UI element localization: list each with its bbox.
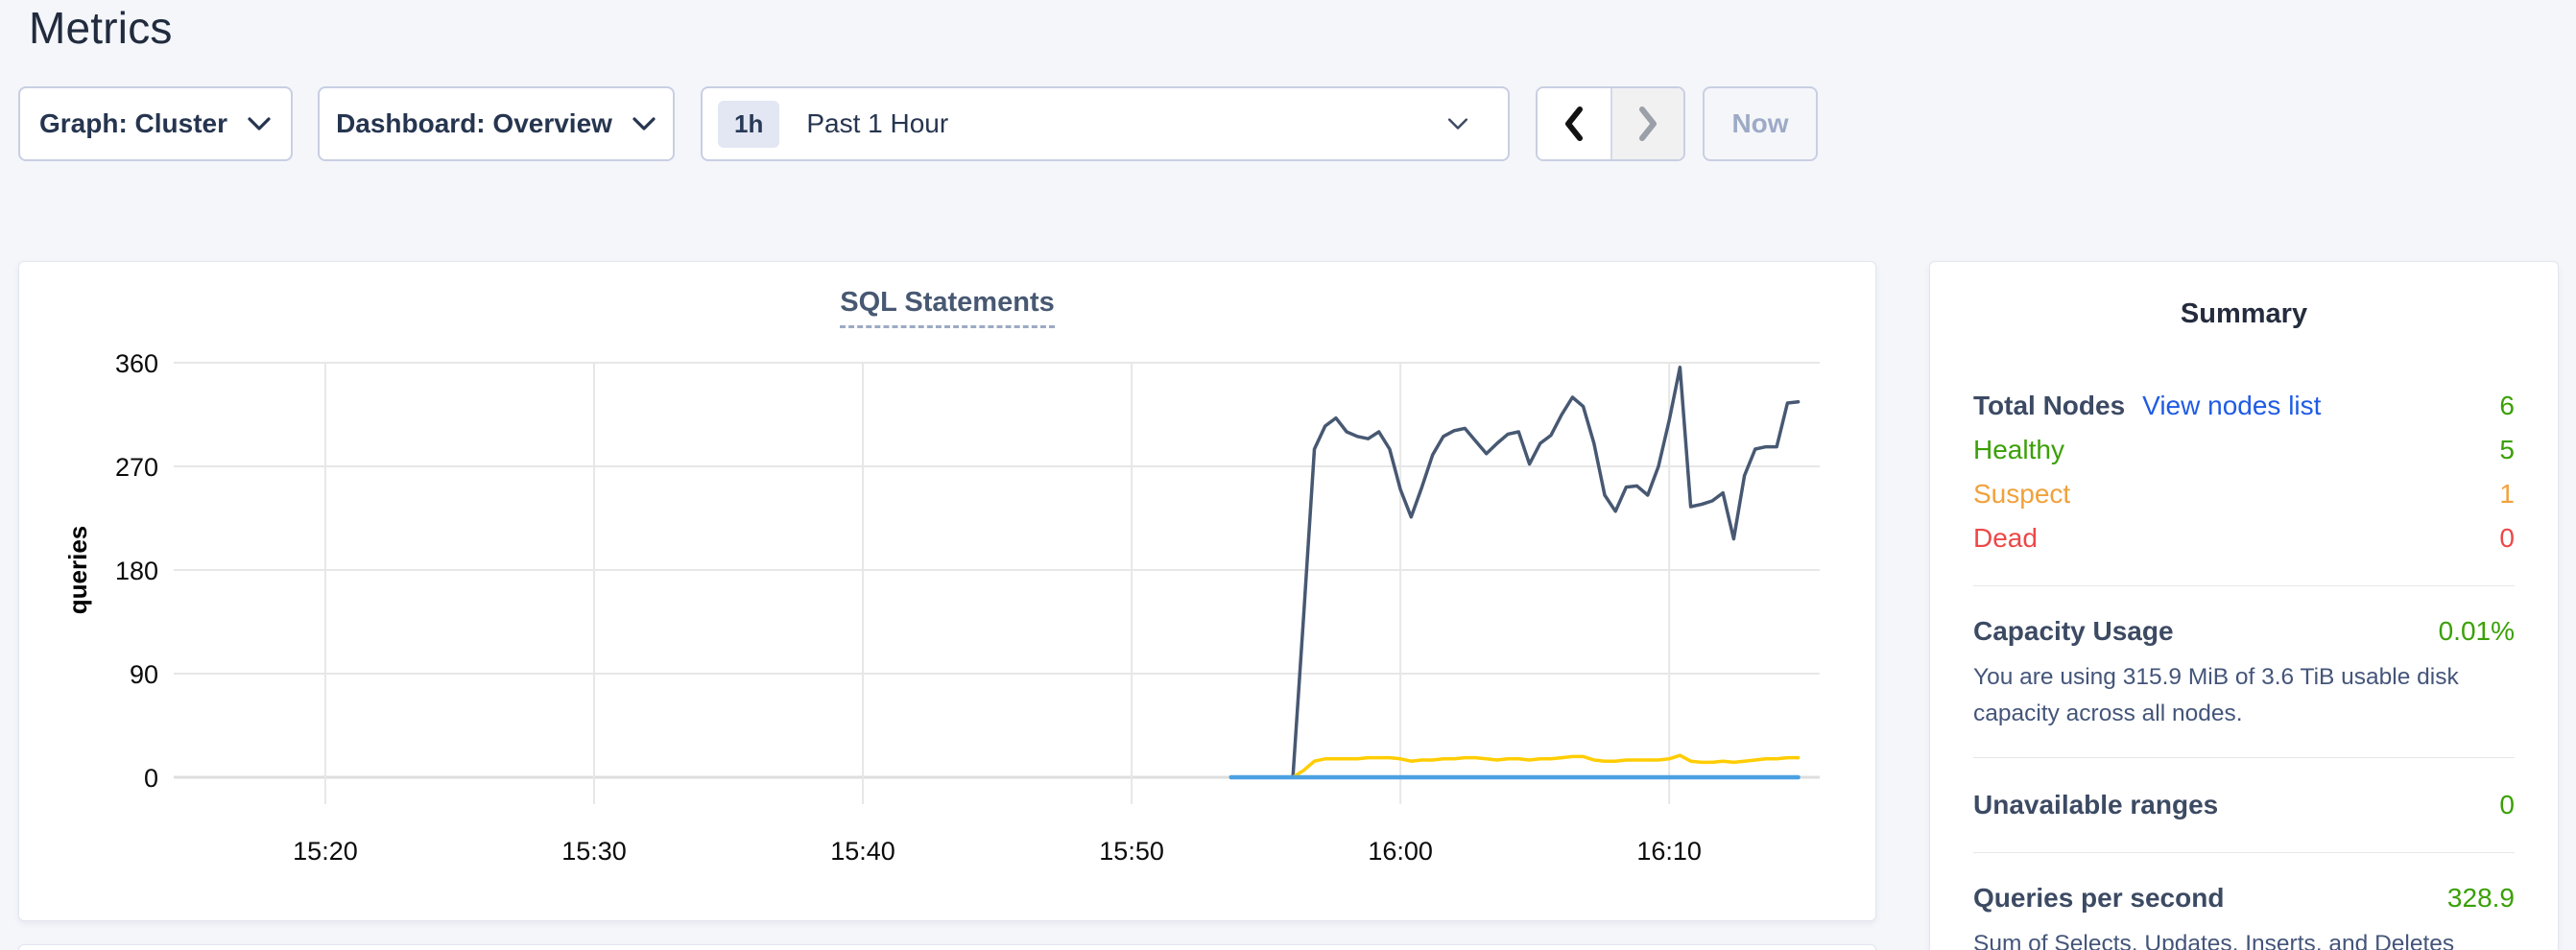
yellow-line bbox=[1291, 753, 1801, 779]
healthy-nodes-row: Healthy 5 bbox=[1973, 428, 2515, 472]
view-nodes-list-link[interactable]: View nodes list bbox=[2142, 391, 2322, 420]
time-window-badge: 1h bbox=[718, 100, 780, 148]
time-window-label: Past 1 Hour bbox=[806, 108, 949, 138]
queries-per-second-value: 328.9 bbox=[2446, 883, 2515, 913]
dashboard-dropdown-label: Dashboard: Overview bbox=[336, 108, 612, 138]
divider bbox=[1973, 757, 2515, 758]
suspect-label: Suspect bbox=[1973, 479, 2071, 509]
queries-per-second-label: Queries per second bbox=[1973, 883, 2225, 913]
graph-dropdown-label: Graph: Cluster bbox=[38, 108, 228, 138]
total-nodes-label: Total Nodes bbox=[1973, 391, 2126, 420]
dead-nodes-row: Dead 0 bbox=[1973, 516, 2515, 560]
page-title: Metrics bbox=[29, 3, 173, 53]
svg-text:270: 270 bbox=[115, 453, 158, 482]
svg-text:90: 90 bbox=[130, 660, 158, 689]
divider bbox=[1973, 852, 2515, 853]
dark-slate-line bbox=[1291, 366, 1801, 779]
y-axis-label: queries bbox=[63, 526, 92, 615]
svg-text:15:20: 15:20 bbox=[293, 837, 358, 866]
chevron-right-icon bbox=[1639, 107, 1657, 141]
sql-statements-chart-card: SQL Statements 0 90 180 270 360 15:20 15:30 15:… bbox=[18, 261, 1876, 921]
graph-dropdown[interactable]: Graph: Cluster bbox=[18, 86, 293, 161]
total-nodes-value: 6 bbox=[2499, 391, 2515, 420]
prev-timeframe-button[interactable] bbox=[1538, 88, 1610, 159]
svg-text:15:30: 15:30 bbox=[561, 837, 627, 866]
svg-text:15:50: 15:50 bbox=[1099, 837, 1164, 866]
svg-text:180: 180 bbox=[115, 557, 158, 585]
healthy-label: Healthy bbox=[1973, 435, 2064, 464]
chevron-left-icon bbox=[1565, 107, 1583, 141]
healthy-value: 5 bbox=[2499, 435, 2515, 464]
suspect-value: 1 bbox=[2499, 479, 2515, 509]
summary-panel: Summary Total Nodes View nodes list 6 He… bbox=[1929, 261, 2559, 950]
next-timeframe-button[interactable] bbox=[1610, 88, 1683, 159]
svg-text:16:10: 16:10 bbox=[1636, 837, 1702, 866]
next-chart-card-partial bbox=[18, 944, 1876, 950]
unavailable-ranges-value: 0 bbox=[2499, 790, 2515, 819]
chart-title-row: SQL Statements bbox=[19, 287, 1875, 328]
summary-title: Summary bbox=[2180, 298, 2308, 329]
chart-title[interactable]: SQL Statements bbox=[840, 287, 1055, 328]
chevron-down-icon bbox=[248, 116, 271, 131]
dead-value: 0 bbox=[2499, 523, 2515, 553]
divider bbox=[1973, 585, 2515, 586]
chevron-down-icon bbox=[632, 116, 656, 131]
capacity-usage-value: 0.01% bbox=[2438, 616, 2515, 646]
queries-per-second-row: Queries per second 328.9 bbox=[1973, 878, 2515, 918]
total-nodes-row: Total Nodes View nodes list 6 bbox=[1973, 384, 2515, 428]
svg-text:16:00: 16:00 bbox=[1368, 837, 1433, 866]
suspect-nodes-row: Suspect 1 bbox=[1973, 472, 2515, 516]
toolbar: Graph: Cluster Dashboard: Overview 1h Pa… bbox=[18, 86, 1818, 161]
time-window-dropdown[interactable]: 1h Past 1 Hour bbox=[701, 86, 1510, 161]
capacity-usage-row: Capacity Usage 0.01% bbox=[1973, 611, 2515, 652]
chevron-down-icon bbox=[1447, 117, 1468, 130]
svg-text:0: 0 bbox=[144, 764, 158, 793]
svg-text:360: 360 bbox=[115, 349, 158, 378]
queries-per-second-description: Sum of Selects, Updates, Inserts, and De… bbox=[1973, 931, 2455, 950]
dead-label: Dead bbox=[1973, 523, 2038, 553]
capacity-usage-label: Capacity Usage bbox=[1973, 616, 2174, 646]
unavailable-ranges-label: Unavailable ranges bbox=[1973, 790, 2219, 819]
time-pager bbox=[1536, 86, 1685, 161]
now-button[interactable]: Now bbox=[1703, 86, 1818, 161]
capacity-usage-description: You are using 315.9 MiB of 3.6 TiB usabl… bbox=[1973, 664, 2459, 726]
sql-statements-chart[interactable]: 0 90 180 270 360 15:20 15:30 15:40 15:50 16:00 16:… bbox=[19, 262, 1877, 922]
svg-text:15:40: 15:40 bbox=[830, 837, 895, 866]
dashboard-dropdown[interactable]: Dashboard: Overview bbox=[318, 86, 675, 161]
unavailable-ranges-row: Unavailable ranges 0 bbox=[1973, 783, 2515, 827]
